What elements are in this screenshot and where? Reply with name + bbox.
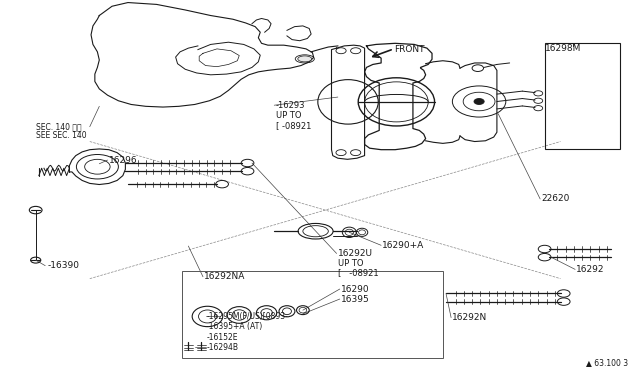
Text: 16292N: 16292N (452, 313, 488, 322)
Text: [   -08921: [ -08921 (338, 269, 378, 278)
Text: 16290+A: 16290+A (382, 241, 425, 250)
Text: -16293: -16293 (275, 101, 305, 110)
Text: [ -08921: [ -08921 (275, 121, 311, 130)
Bar (182, 271, 443, 358)
Text: -16395+A (AT): -16395+A (AT) (206, 322, 262, 331)
Text: -16294B: -16294B (206, 343, 238, 352)
Text: -16152E: -16152E (206, 333, 237, 342)
Text: FRONT: FRONT (394, 45, 424, 54)
Text: SEC. 140 参照: SEC. 140 参照 (36, 122, 81, 131)
Text: -16390: -16390 (47, 261, 79, 270)
Text: 16296: 16296 (109, 155, 138, 164)
Text: 16298M: 16298M (545, 44, 581, 53)
Text: 16292NA: 16292NA (204, 272, 246, 281)
Text: ▲ 63.100 3: ▲ 63.100 3 (586, 357, 628, 366)
Circle shape (474, 99, 484, 105)
Text: 16290: 16290 (341, 285, 370, 294)
Text: 22620: 22620 (541, 195, 570, 203)
Text: -16295M(F/US)[0893-: -16295M(F/US)[0893- (206, 312, 288, 321)
Text: UP TO: UP TO (275, 111, 301, 120)
Text: 16292U: 16292U (338, 249, 373, 258)
Bar (545, 43, 620, 149)
Text: SEE SEC. 140: SEE SEC. 140 (36, 131, 86, 141)
Text: UP TO: UP TO (338, 259, 364, 267)
Text: 16395: 16395 (341, 295, 370, 304)
Ellipse shape (298, 56, 312, 62)
Text: 16292: 16292 (577, 265, 605, 274)
